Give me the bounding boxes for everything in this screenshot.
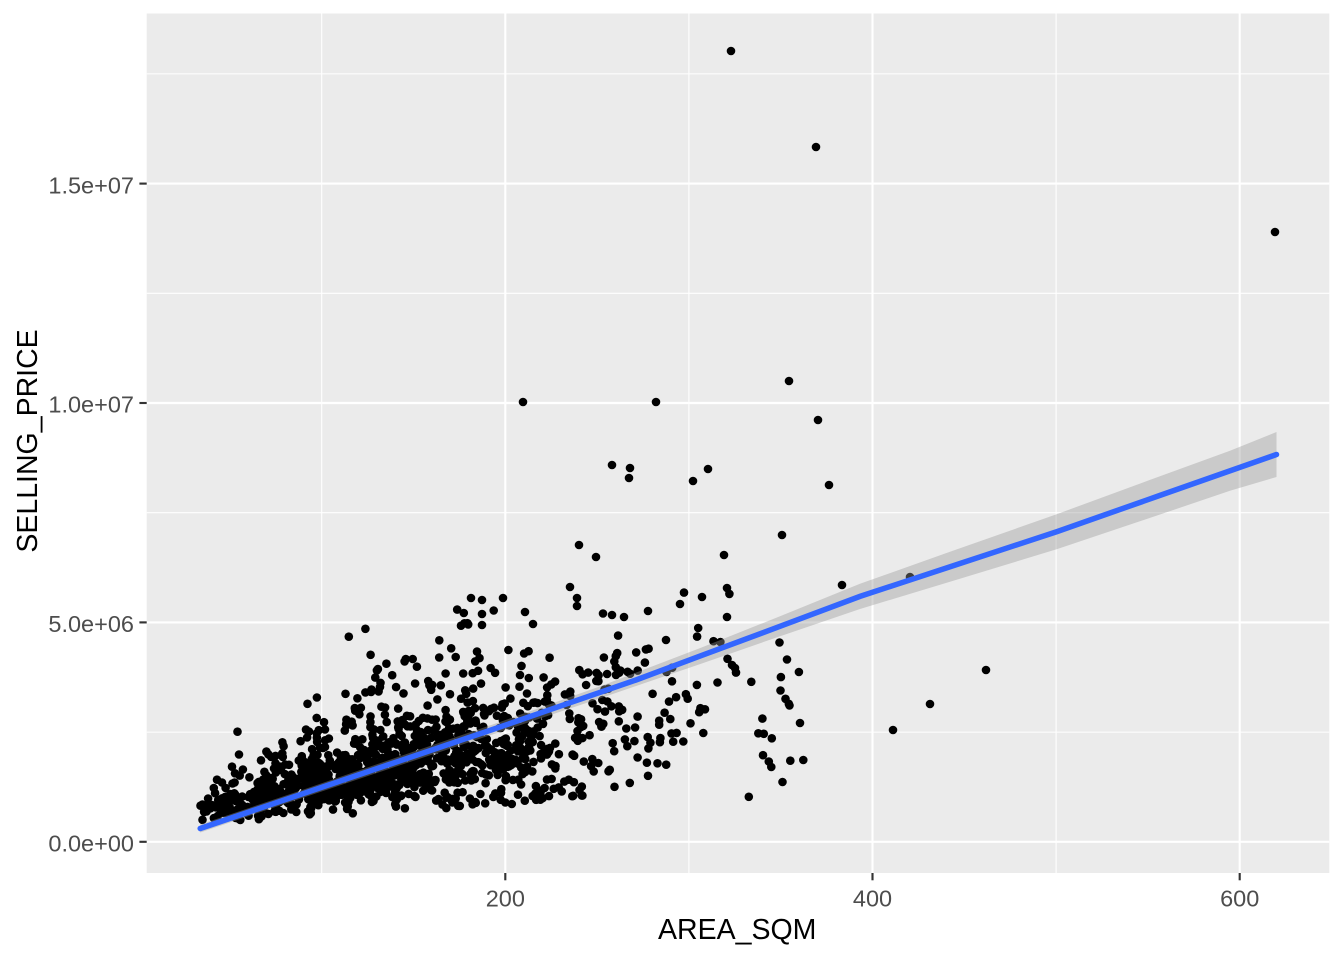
svg-text:0.0e+00: 0.0e+00 bbox=[48, 831, 134, 857]
svg-text:200: 200 bbox=[486, 885, 525, 911]
svg-text:5.0e+06: 5.0e+06 bbox=[48, 611, 134, 637]
svg-text:400: 400 bbox=[853, 885, 892, 911]
svg-text:AREA_SQM: AREA_SQM bbox=[658, 914, 816, 946]
svg-text:1.0e+07: 1.0e+07 bbox=[48, 392, 134, 418]
svg-text:600: 600 bbox=[1220, 885, 1259, 911]
svg-text:SELLING_PRICE: SELLING_PRICE bbox=[12, 329, 44, 552]
svg-text:1.5e+07: 1.5e+07 bbox=[48, 172, 134, 198]
